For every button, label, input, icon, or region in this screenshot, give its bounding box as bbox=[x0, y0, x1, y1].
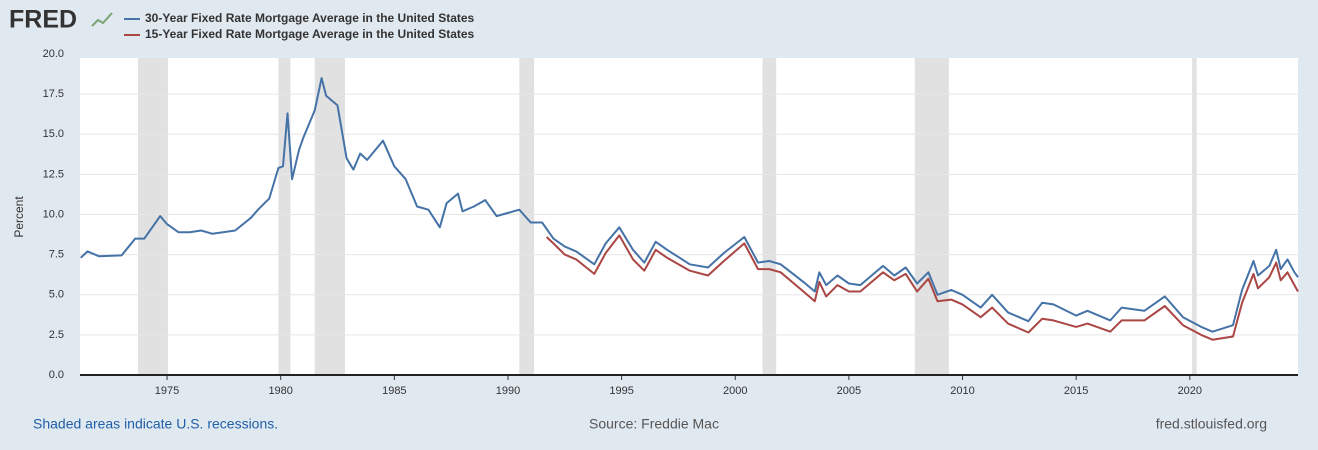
x-tick-label: 1985 bbox=[382, 385, 406, 397]
recession-band bbox=[137, 58, 168, 375]
recession-band bbox=[914, 58, 949, 375]
recession-note: Shaded areas indicate U.S. recessions. bbox=[33, 416, 278, 432]
site: fred.stlouisfed.org bbox=[1156, 416, 1267, 432]
y-axis-label: Percent bbox=[12, 196, 26, 238]
x-tick-label: 1990 bbox=[496, 385, 520, 397]
x-tick-label: 2000 bbox=[723, 385, 747, 397]
series-line bbox=[545, 234, 1299, 341]
logo: FRED bbox=[9, 6, 77, 34]
recession-band bbox=[519, 58, 535, 375]
recession-band bbox=[1192, 58, 1197, 375]
y-tick-label: 5.0 bbox=[49, 289, 64, 301]
x-tick-label: 1995 bbox=[609, 385, 633, 397]
y-tick-label: 17.5 bbox=[43, 88, 64, 100]
logo-icon bbox=[91, 12, 113, 27]
x-tick-label: 1980 bbox=[268, 385, 292, 397]
recession-band bbox=[314, 58, 346, 375]
y-tick-label: 12.5 bbox=[43, 168, 64, 180]
y-tick-label: 2.5 bbox=[49, 329, 64, 341]
recession-band bbox=[278, 58, 291, 375]
x-tick-label: 2020 bbox=[1178, 385, 1202, 397]
legend-label: 15-Year Fixed Rate Mortgage Average in t… bbox=[145, 27, 475, 41]
x-tick-label: 2015 bbox=[1064, 385, 1088, 397]
legend-label: 30-Year Fixed Rate Mortgage Average in t… bbox=[145, 11, 475, 25]
x-tick-label: 2010 bbox=[950, 385, 974, 397]
y-tick-label: 10.0 bbox=[43, 208, 64, 220]
y-tick-label: 20.0 bbox=[43, 48, 64, 60]
x-tick-label: 1975 bbox=[155, 385, 179, 397]
y-tick-label: 15.0 bbox=[43, 128, 64, 140]
series-line bbox=[80, 77, 1299, 333]
recession-band bbox=[762, 58, 777, 375]
y-tick-label: 7.5 bbox=[49, 249, 64, 261]
x-tick-label: 2005 bbox=[837, 385, 861, 397]
y-tick-label: 0.0 bbox=[49, 369, 64, 381]
source: Source: Freddie Mac bbox=[589, 416, 719, 432]
